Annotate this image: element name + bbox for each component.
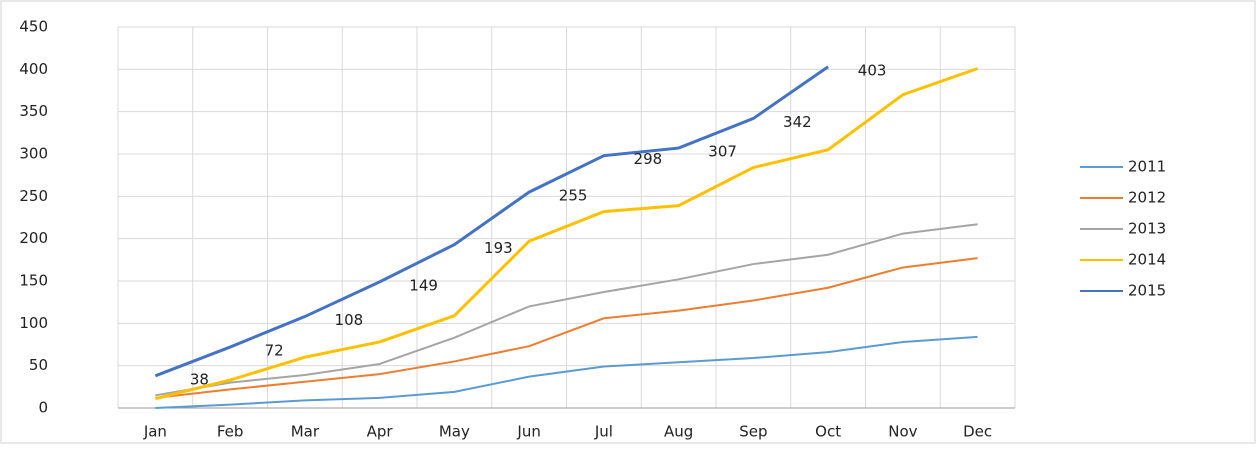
series-line bbox=[155, 67, 979, 401]
data-label: 342 bbox=[783, 113, 812, 131]
x-tick-label: Apr bbox=[367, 423, 394, 441]
data-label: 307 bbox=[708, 143, 737, 161]
x-tick-label: Dec bbox=[963, 423, 992, 441]
legend-label: 2011 bbox=[1128, 158, 1166, 176]
x-tick-label: Jan bbox=[143, 423, 167, 441]
x-tick-label: Aug bbox=[664, 423, 693, 441]
y-tick-label: 200 bbox=[19, 229, 48, 247]
legend-label: 2012 bbox=[1128, 189, 1166, 207]
y-tick-label: 450 bbox=[19, 18, 48, 36]
y-tick-label: 50 bbox=[29, 356, 48, 374]
data-label: 403 bbox=[858, 61, 887, 79]
series-line bbox=[154, 65, 829, 378]
x-tick-label: Oct bbox=[815, 423, 841, 441]
series-line bbox=[155, 335, 978, 409]
data-label: 193 bbox=[484, 239, 513, 257]
data-label: 255 bbox=[559, 187, 588, 205]
x-tick-label: Nov bbox=[888, 423, 917, 441]
legend-label: 2015 bbox=[1128, 282, 1166, 300]
series-line bbox=[155, 257, 978, 399]
x-tick-label: Jun bbox=[516, 423, 540, 441]
data-label: 298 bbox=[634, 150, 663, 168]
y-tick-label: 300 bbox=[19, 145, 48, 163]
x-tick-label: Sep bbox=[739, 423, 767, 441]
y-tick-label: 250 bbox=[19, 187, 48, 205]
y-tick-label: 350 bbox=[19, 102, 48, 120]
legend-label: 2013 bbox=[1128, 220, 1166, 238]
y-tick-label: 150 bbox=[19, 272, 48, 290]
data-label: 108 bbox=[335, 311, 364, 329]
legend-label: 2014 bbox=[1128, 251, 1166, 269]
data-label: 149 bbox=[409, 276, 438, 294]
y-tick-label: 0 bbox=[38, 399, 48, 417]
x-tick-label: Feb bbox=[217, 423, 244, 441]
x-tick-label: Mar bbox=[291, 423, 320, 441]
data-label: 38 bbox=[190, 370, 209, 388]
data-label: 72 bbox=[265, 342, 284, 360]
y-tick-label: 100 bbox=[19, 314, 48, 332]
x-tick-label: May bbox=[439, 423, 470, 441]
x-tick-label: Jul bbox=[594, 423, 613, 441]
series-line bbox=[155, 223, 978, 397]
y-tick-label: 400 bbox=[19, 60, 48, 78]
